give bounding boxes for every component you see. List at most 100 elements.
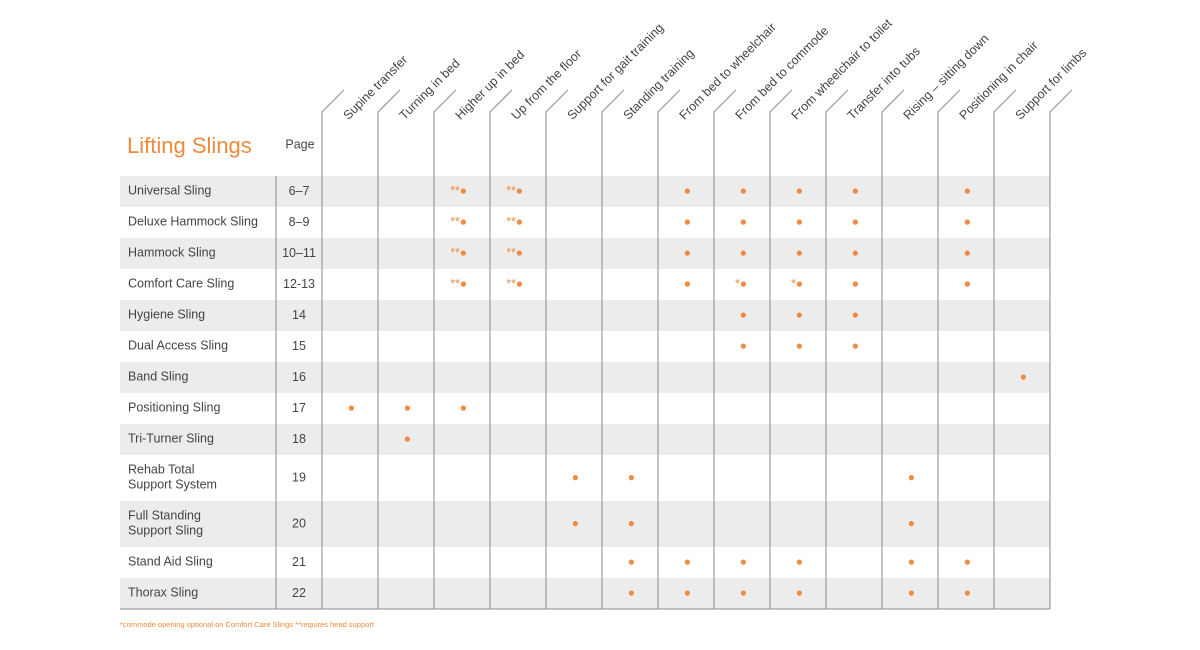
row-name-line: Band Sling — [128, 370, 189, 384]
row-name-line: Deluxe Hammock Sling — [128, 215, 258, 229]
row-name: Hygiene Sling — [128, 308, 205, 322]
cell-mark: **● — [506, 215, 523, 229]
cell-mark: ● — [852, 215, 859, 229]
cell-mark: ● — [852, 277, 859, 291]
row-band — [120, 424, 1050, 455]
cell-mark: ● — [796, 246, 803, 260]
cell-mark: ● — [684, 586, 691, 600]
column-divider-slant — [713, 89, 737, 113]
column-divider-slant — [377, 89, 401, 113]
column-divider-slant — [769, 89, 793, 113]
page-number: 17 — [292, 401, 306, 415]
row-name-line: Hammock Sling — [128, 246, 216, 260]
column-divider-slant — [993, 89, 1017, 113]
cell-mark: ● — [796, 308, 803, 322]
column-divider-slant — [657, 89, 681, 113]
cell-mark: ● — [964, 184, 971, 198]
row-name: Deluxe Hammock Sling — [128, 215, 258, 229]
page-number: 14 — [292, 308, 306, 322]
cell-mark: **● — [450, 277, 467, 291]
column-label: From bed to commode — [733, 24, 832, 123]
cell-mark: ● — [964, 555, 971, 569]
cell-mark: ● — [964, 586, 971, 600]
cell-mark: ● — [796, 555, 803, 569]
column-divider-slant — [937, 89, 961, 113]
row-name: Hammock Sling — [128, 246, 216, 260]
page-number: 21 — [292, 555, 306, 569]
cell-mark: ● — [852, 308, 859, 322]
page-number: 18 — [292, 432, 306, 446]
cell-mark: ● — [628, 470, 635, 484]
cell-mark: **● — [450, 246, 467, 260]
row-name-line: Thorax Sling — [128, 586, 198, 600]
cell-mark: ● — [796, 339, 803, 353]
page-number: 15 — [292, 339, 306, 353]
cell-mark: ● — [740, 555, 747, 569]
page-number: 8–9 — [289, 215, 310, 229]
cell-mark: **● — [506, 246, 523, 260]
page-number: 12-13 — [283, 277, 315, 291]
row-name-line: Tri-Turner Sling — [128, 432, 214, 446]
row-band — [120, 578, 1050, 609]
row-name: Stand Aid Sling — [128, 555, 213, 569]
cell-mark: ● — [908, 555, 915, 569]
row-name: Band Sling — [128, 370, 189, 384]
row-name-line: Positioning Sling — [128, 401, 220, 415]
cell-mark: ● — [964, 277, 971, 291]
page-number: 20 — [292, 516, 306, 530]
row-name: Rehab Total Support System — [128, 463, 217, 492]
cell-mark: **● — [450, 215, 467, 229]
title: Lifting Slings — [127, 133, 252, 158]
row-band — [120, 238, 1050, 269]
row-band — [120, 176, 1050, 207]
cell-mark: ● — [740, 586, 747, 600]
cell-mark: ● — [684, 215, 691, 229]
column-divider-slant — [825, 89, 849, 113]
row-name: Dual Access Sling — [128, 339, 228, 353]
page-number: 16 — [292, 370, 306, 384]
cell-mark: ● — [684, 184, 691, 198]
row-name-line: Stand Aid Sling — [128, 555, 213, 569]
cell-mark: ● — [908, 586, 915, 600]
page-header: Page — [285, 137, 314, 151]
row-band — [120, 300, 1050, 331]
cell-mark: ● — [964, 246, 971, 260]
cell-mark: ● — [908, 516, 915, 530]
row-name: Universal Sling — [128, 184, 211, 198]
cell-mark: ● — [740, 246, 747, 260]
row-name-line: Universal Sling — [128, 184, 211, 198]
column-divider-slant — [601, 89, 625, 113]
cell-mark: ● — [908, 470, 915, 484]
column-label: Support for gait training — [565, 21, 667, 123]
cell-mark: ● — [460, 401, 467, 415]
cell-mark: ● — [628, 586, 635, 600]
column-divider-slant — [433, 89, 457, 113]
page-number: 6–7 — [289, 184, 310, 198]
cell-mark: ● — [348, 401, 355, 415]
cell-mark: ● — [796, 586, 803, 600]
cell-mark: ● — [628, 516, 635, 530]
row-name-line: Hygiene Sling — [128, 308, 205, 322]
row-name-line: Full Standing — [128, 509, 201, 523]
row-name-line: Rehab Total — [128, 463, 195, 477]
column-label: From wheelchair to toilet — [789, 16, 896, 123]
cell-mark: **● — [506, 277, 523, 291]
cell-mark: ● — [740, 308, 747, 322]
cell-mark: ● — [796, 215, 803, 229]
row-name: Full Standing Support Sling — [128, 509, 203, 538]
cell-mark: ● — [572, 470, 579, 484]
footnote: *commode opening optional on Comfort Car… — [120, 620, 375, 629]
row-name: Positioning Sling — [128, 401, 220, 415]
column-divider-slant — [1049, 89, 1073, 113]
column-divider-slant — [881, 89, 905, 113]
cell-mark: ● — [684, 246, 691, 260]
cell-mark: ● — [852, 246, 859, 260]
row-name: Thorax Sling — [128, 586, 198, 600]
row-name-line: Support Sling — [128, 524, 203, 538]
cell-mark: ● — [404, 401, 411, 415]
page-number: 22 — [292, 586, 306, 600]
cell-mark: *● — [735, 277, 747, 291]
cell-mark: ● — [628, 555, 635, 569]
cell-mark: ● — [852, 184, 859, 198]
